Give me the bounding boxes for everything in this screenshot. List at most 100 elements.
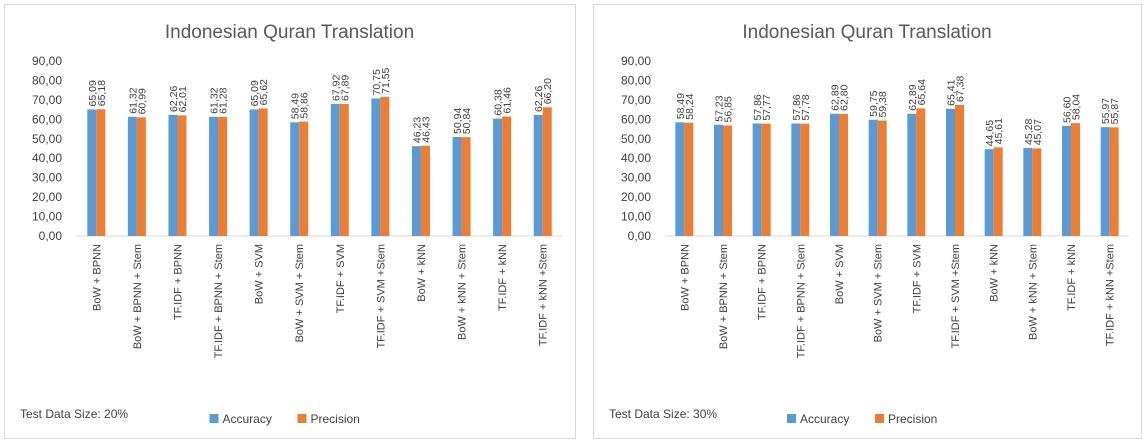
bar — [714, 124, 723, 236]
bar — [177, 115, 187, 236]
value-label: 50,94 — [452, 108, 464, 134]
bar — [502, 116, 512, 236]
bar — [984, 149, 994, 236]
x-tick-label: TF.IDF + SVM +Stem — [375, 244, 387, 349]
y-tick-label: 50,00 — [621, 132, 651, 146]
value-label: 56,85 — [723, 96, 735, 122]
value-label: 62,89 — [907, 84, 919, 110]
value-label: 71,55 — [380, 67, 392, 93]
value-label: 57,86 — [791, 94, 803, 120]
y-tick-label: 60,00 — [32, 112, 62, 126]
x-tick-label: BoW + SVM — [254, 244, 266, 304]
annotation: Test Data Size: 20% — [20, 407, 128, 421]
bar — [411, 146, 421, 236]
x-tick-label: BoW + SVM + Stem — [873, 244, 885, 342]
chart-title: Indonesian Quran Translation — [742, 22, 991, 43]
value-label: 45,28 — [1023, 119, 1035, 145]
value-label: 60,99 — [136, 88, 148, 114]
y-tick-label: 20,00 — [32, 190, 62, 204]
value-label: 62,26 — [168, 86, 180, 112]
bar — [258, 108, 268, 236]
value-label: 58,86 — [299, 92, 311, 118]
value-label: 62,89 — [830, 84, 842, 110]
value-label: 70,75 — [371, 69, 383, 95]
value-label: 58,24 — [684, 93, 696, 119]
bar — [916, 108, 926, 236]
value-label: 65,18 — [96, 80, 108, 106]
bar — [907, 113, 917, 236]
y-tick-label: 20,00 — [621, 190, 651, 204]
bar — [723, 125, 732, 236]
bar — [452, 136, 462, 236]
value-label: 58,49 — [675, 93, 687, 119]
bar — [420, 145, 430, 236]
value-label: 57,77 — [761, 94, 773, 120]
value-label: 62,01 — [177, 86, 189, 112]
bar — [542, 107, 552, 237]
value-label: 61,32 — [127, 87, 139, 113]
bar — [380, 96, 390, 236]
x-tick-label: TF.IDF + BPNN + Stem — [795, 244, 807, 358]
bar — [830, 113, 839, 236]
value-label: 58,49 — [290, 93, 302, 119]
bar — [877, 120, 887, 236]
y-tick-label: 80,00 — [32, 73, 62, 87]
value-label: 65,41 — [946, 79, 958, 105]
bar — [946, 108, 955, 236]
bar — [955, 104, 964, 236]
x-tick-label: TF.IDF + SVM — [335, 244, 347, 313]
value-label: 45,07 — [1032, 119, 1044, 145]
value-label: 58,04 — [1071, 94, 1083, 120]
y-tick-label: 70,00 — [621, 93, 651, 107]
legend-label: Precision — [888, 412, 937, 426]
value-label: 65,09 — [249, 80, 261, 106]
legend-label: Accuracy — [223, 412, 272, 426]
bar — [96, 109, 106, 236]
bar — [839, 113, 848, 236]
annotation: Test Data Size: 30% — [609, 407, 717, 421]
bar — [1100, 127, 1110, 236]
bar — [684, 122, 694, 236]
chart-panel: Indonesian Quran Translation 0,00 10,00 20,… — [4, 4, 576, 439]
bar — [218, 116, 228, 236]
y-tick-label: 40,00 — [621, 151, 651, 165]
x-tick-label: TF.IDF + BPNN + Stem — [213, 244, 225, 358]
y-tick-label: 90,00 — [621, 54, 651, 68]
y-tick-label: 10,00 — [621, 210, 651, 224]
y-tick-label: 40,00 — [32, 151, 62, 165]
x-tick-label: BoW + BPNN + Stem — [132, 244, 144, 349]
y-tick-label: 70,00 — [32, 93, 62, 107]
y-tick-label: 50,00 — [32, 132, 62, 146]
x-tick-label: BoW + BPNN — [679, 244, 691, 311]
legend-swatch — [209, 414, 219, 423]
x-tick-label: BoW + kNN + Stem — [457, 244, 469, 340]
value-label: 66,20 — [542, 78, 554, 104]
bar — [461, 137, 471, 236]
bar — [1109, 127, 1119, 236]
legend-swatch — [875, 414, 884, 423]
value-label: 59,75 — [868, 90, 880, 116]
bar — [1071, 123, 1080, 236]
value-label: 57,86 — [752, 94, 764, 120]
y-tick-label: 80,00 — [621, 73, 651, 87]
legend-label: Precision — [311, 412, 360, 426]
bar — [675, 122, 685, 236]
value-label: 61,28 — [218, 87, 230, 113]
x-tick-label: BoW + SVM + Stem — [294, 244, 306, 342]
bar — [127, 116, 137, 236]
x-tick-label: TF.IDF + SVM — [911, 244, 923, 313]
bar — [1023, 147, 1033, 236]
x-tick-label: TF.IDF + SVM +Stem — [950, 244, 962, 349]
x-tick-label: BoW + kNN + Stem — [1027, 244, 1039, 340]
bar — [290, 122, 300, 236]
y-tick-label: 0,00 — [39, 229, 63, 243]
chart-title: Indonesian Quran Translation — [165, 22, 414, 43]
x-tick-label: TF.IDF + BPNN — [757, 244, 769, 320]
x-tick-label: BoW + kNN — [416, 244, 428, 302]
value-label: 62,80 — [839, 84, 851, 110]
bar — [371, 98, 381, 236]
bar — [136, 117, 146, 236]
x-tick-label: BoW + SVM — [834, 244, 846, 304]
bar — [1062, 125, 1071, 236]
y-tick-label: 30,00 — [621, 171, 651, 185]
